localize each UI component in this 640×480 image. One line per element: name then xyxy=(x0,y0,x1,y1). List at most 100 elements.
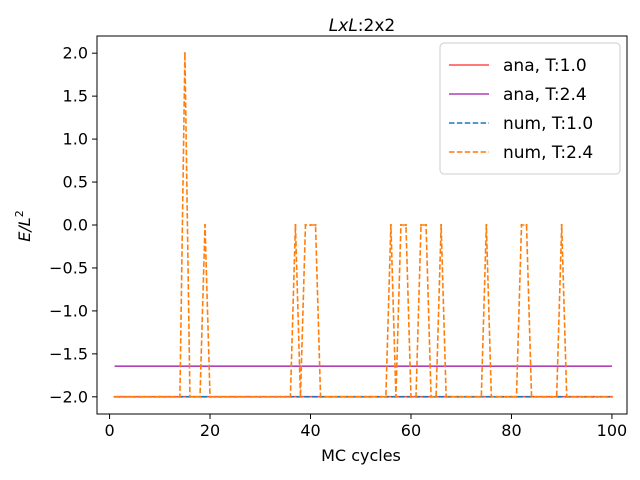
series-point xyxy=(470,395,473,398)
series-point xyxy=(234,395,237,398)
series-point xyxy=(565,395,568,398)
series-point xyxy=(208,395,212,398)
series-point xyxy=(434,395,438,398)
y-tick-label: 0.0 xyxy=(63,216,88,235)
series-point xyxy=(294,223,297,227)
series-point xyxy=(324,395,327,398)
y-tick-label: −1.0 xyxy=(49,301,88,320)
x-axis-ticks: 0 20 40 60 80 100 xyxy=(104,414,627,440)
y-tick-label: 0.5 xyxy=(63,173,88,192)
series-point xyxy=(254,395,257,398)
series-point xyxy=(264,395,267,398)
legend-box xyxy=(439,42,621,175)
series-point xyxy=(560,223,563,227)
series-point xyxy=(535,395,538,398)
series-point xyxy=(429,395,433,398)
series-point xyxy=(409,395,413,398)
series-point xyxy=(404,223,408,227)
series-point xyxy=(515,395,518,398)
series-point xyxy=(148,395,151,398)
series-point xyxy=(414,395,418,398)
series-point xyxy=(178,395,181,398)
legend-label: ana, T:1.0 xyxy=(503,56,587,76)
series-point xyxy=(299,395,302,398)
series-point xyxy=(610,395,614,398)
series-point xyxy=(319,395,322,398)
series-point xyxy=(128,395,131,398)
series-point xyxy=(153,395,156,398)
series-point xyxy=(158,395,161,398)
y-tick-label: 1.0 xyxy=(63,130,88,149)
y-tick-label: −0.5 xyxy=(49,258,88,277)
series-point xyxy=(224,395,227,398)
series-point xyxy=(123,395,126,398)
series-point xyxy=(289,395,292,398)
series-point xyxy=(183,52,187,55)
legend-label: num, T:2.4 xyxy=(503,143,593,163)
series-point xyxy=(530,395,533,398)
series-point xyxy=(460,395,463,398)
series-point xyxy=(339,395,342,398)
series-point xyxy=(198,395,202,398)
x-tick-label: 20 xyxy=(200,421,220,440)
series-point xyxy=(354,395,357,398)
series-point xyxy=(525,223,528,227)
legend-label: num, T:1.0 xyxy=(503,114,593,134)
series-point xyxy=(580,395,583,398)
series-point xyxy=(455,395,458,398)
chart-title: LxL:2x2 xyxy=(329,16,395,36)
series-point xyxy=(309,223,312,227)
series-point xyxy=(118,395,121,398)
y-tick-label: −1.5 xyxy=(49,344,88,363)
series-point xyxy=(520,223,523,227)
y-axis-ticks: 2.0 1.5 1.0 0.5 0.0 −0.5 −1.0 −1.5 −2.0 xyxy=(49,44,97,406)
legend-label: ana, T:2.4 xyxy=(503,85,587,105)
series-point xyxy=(445,395,448,398)
series-point xyxy=(389,223,392,227)
series-point xyxy=(590,395,593,398)
series-point xyxy=(384,395,387,398)
series-point xyxy=(379,395,382,398)
series-point xyxy=(570,395,573,398)
series-point xyxy=(540,395,543,398)
series-point xyxy=(113,395,116,398)
x-tick-label: 100 xyxy=(597,421,628,440)
series-point xyxy=(218,395,222,398)
x-tick-label: 0 xyxy=(104,421,114,440)
series-point xyxy=(605,395,609,398)
series-point xyxy=(138,395,141,398)
series-point xyxy=(399,223,403,227)
y-axis-label: E/L2 xyxy=(13,210,34,241)
series-point xyxy=(163,395,166,398)
series-point xyxy=(349,395,352,398)
series-point xyxy=(374,395,377,398)
series-point xyxy=(575,395,578,398)
series-point xyxy=(490,395,493,398)
series-point xyxy=(284,395,287,398)
series-point xyxy=(550,395,553,398)
series-point xyxy=(329,395,332,398)
series-point xyxy=(168,395,171,398)
y-tick-label: 2.0 xyxy=(63,44,88,63)
series-point xyxy=(394,395,398,398)
series-point xyxy=(304,223,307,227)
series-point xyxy=(213,395,217,398)
series-point xyxy=(595,395,598,398)
series-point xyxy=(188,395,192,398)
series-point xyxy=(173,395,176,398)
legend: ana, T:1.0 ana, T:2.4 num, T:1.0 num, T:2.4 xyxy=(439,42,621,175)
series-point xyxy=(475,395,478,398)
series-point xyxy=(344,395,347,398)
series-point xyxy=(480,395,483,398)
x-axis-label: MC cycles xyxy=(321,446,401,465)
series-point xyxy=(440,223,443,227)
x-tick-label: 80 xyxy=(501,421,521,440)
x-tick-label: 60 xyxy=(401,421,421,440)
series-point xyxy=(505,395,508,398)
series-point xyxy=(274,395,277,398)
series-point xyxy=(424,223,428,227)
series-point xyxy=(269,395,272,398)
series-point xyxy=(229,395,232,398)
y-tick-label: −2.0 xyxy=(49,387,88,406)
series-point xyxy=(244,395,247,398)
